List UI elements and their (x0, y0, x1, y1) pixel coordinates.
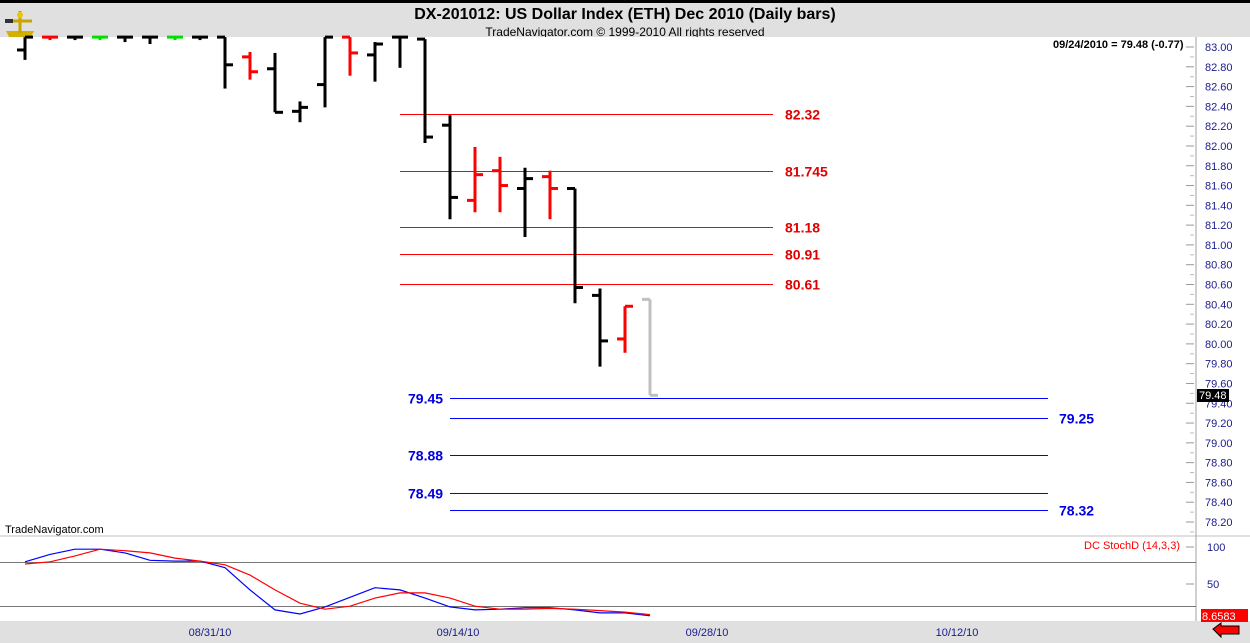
price-bar (567, 187, 583, 304)
support-label: 79.25 (1059, 411, 1094, 427)
resistance-label: 80.61 (785, 277, 820, 293)
chart-subtitle: TradeNavigator.com © 1999-2010 All right… (485, 25, 765, 39)
price-bar (442, 115, 458, 220)
y-tick-label: 78.60 (1205, 477, 1233, 489)
resistance-label: 81.745 (785, 164, 828, 180)
stoch-title: DC StochD (14,3,3) (1084, 540, 1180, 552)
price-bar (267, 52, 283, 114)
price-bar (392, 35, 408, 68)
y-tick-label: 80.00 (1205, 339, 1233, 351)
stoch-d-line (24, 548, 651, 616)
resistance-label: 81.18 (785, 220, 820, 236)
y-tick-label: 82.20 (1205, 121, 1233, 133)
price-bar (42, 35, 58, 41)
resistance-label: 80.91 (785, 247, 820, 263)
price-bar (367, 42, 383, 82)
price-plot-area[interactable] (0, 37, 1196, 535)
resistance-label: 82.32 (785, 107, 820, 123)
stoch-tick-label: 100 (1207, 542, 1225, 554)
support-label: 78.49 (408, 486, 443, 502)
price-bar (642, 297, 658, 397)
y-tick-label: 79.20 (1205, 418, 1233, 430)
y-tick-label: 82.00 (1205, 141, 1233, 153)
last-price-box (1197, 389, 1229, 402)
y-tick-label: 80.40 (1205, 299, 1233, 311)
y-tick-label: 79.60 (1205, 378, 1233, 390)
stoch-axis[interactable] (1196, 537, 1250, 621)
y-tick-label: 81.40 (1205, 200, 1233, 212)
price-bar (292, 101, 308, 123)
stoch-plot-area[interactable] (0, 537, 1196, 621)
price-bar (142, 35, 158, 45)
price-bar (342, 35, 358, 76)
support-label: 79.45 (408, 391, 443, 407)
y-tick-label: 79.80 (1205, 359, 1233, 371)
y-tick-label: 78.40 (1205, 497, 1233, 509)
price-bar (517, 167, 533, 238)
stoch-last-value: 8.6583 (1202, 611, 1236, 623)
y-tick-label: 81.80 (1205, 161, 1233, 173)
price-bar (67, 35, 83, 41)
y-tick-label: 78.80 (1205, 458, 1233, 470)
price-bar (417, 37, 433, 143)
last-price-label: 79.48 (1199, 390, 1227, 402)
y-tick-label: 82.40 (1205, 101, 1233, 113)
price-bar (92, 35, 108, 41)
price-bar (17, 35, 33, 60)
chart-title: DX-201012: US Dollar Index (ETH) Dec 201… (414, 6, 836, 23)
price-bar (617, 304, 633, 353)
price-bar (467, 146, 483, 213)
price-bar (317, 35, 333, 108)
price-bar (217, 35, 233, 89)
title-bar: DX-201012: US Dollar Index (ETH) Dec 201… (0, 0, 1250, 39)
y-tick-label: 80.20 (1205, 319, 1233, 331)
price-bar (242, 51, 258, 80)
y-tick-label: 81.20 (1205, 220, 1233, 232)
y-tick-label: 79.00 (1205, 438, 1233, 450)
y-tick-label: 83.00 (1205, 42, 1233, 54)
y-tick-label: 78.20 (1205, 517, 1233, 529)
price-bar (492, 156, 508, 213)
y-tick-label: 81.60 (1205, 181, 1233, 193)
watermark: TradeNavigator.com (5, 524, 104, 536)
scroll-back-arrow-icon[interactable] (1212, 622, 1240, 639)
price-bar (592, 288, 608, 367)
x-tick-label: 10/12/10 (936, 627, 979, 639)
price-axis[interactable] (1196, 37, 1250, 535)
price-bar (542, 170, 558, 220)
price-readout: 09/24/2010 = 79.48 (-0.77) (1053, 39, 1184, 51)
x-tick-label: 09/28/10 (686, 627, 729, 639)
x-tick-label: 08/31/10 (189, 627, 232, 639)
price-bar (192, 35, 208, 41)
x-tick-label: 09/14/10 (437, 627, 480, 639)
y-tick-label: 80.60 (1205, 280, 1233, 292)
stoch-last-box (1201, 609, 1248, 622)
price-bar (117, 35, 133, 43)
price-bar (167, 35, 183, 41)
y-tick-label: 80.80 (1205, 260, 1233, 272)
stoch-k-line (24, 548, 651, 617)
y-tick-label: 81.00 (1205, 240, 1233, 252)
support-label: 78.32 (1059, 503, 1094, 519)
support-label: 78.88 (408, 448, 443, 464)
y-tick-label: 82.60 (1205, 82, 1233, 94)
stoch-tick-label: 50 (1207, 579, 1219, 591)
y-tick-label: 82.80 (1205, 62, 1233, 74)
